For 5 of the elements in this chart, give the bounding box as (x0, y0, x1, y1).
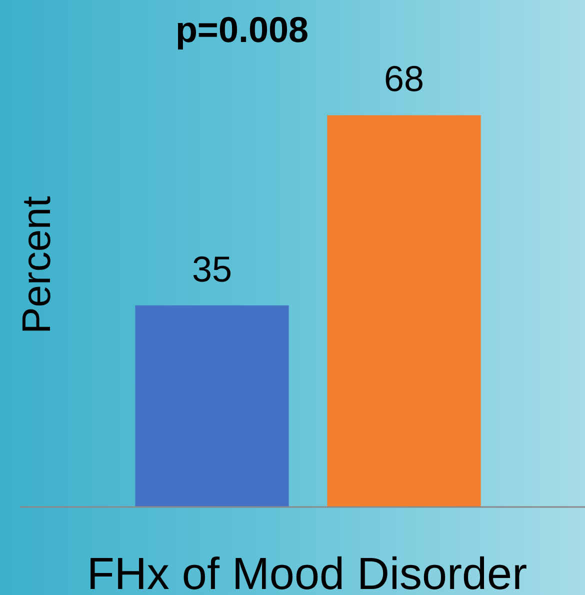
data-label: 35 (192, 248, 232, 290)
annotation: p=0.008 (175, 9, 309, 50)
data-label: 68 (384, 58, 424, 100)
x-axis-title: FHx of Mood Disorder (86, 548, 528, 595)
y-axis-title: Percent (15, 196, 59, 334)
